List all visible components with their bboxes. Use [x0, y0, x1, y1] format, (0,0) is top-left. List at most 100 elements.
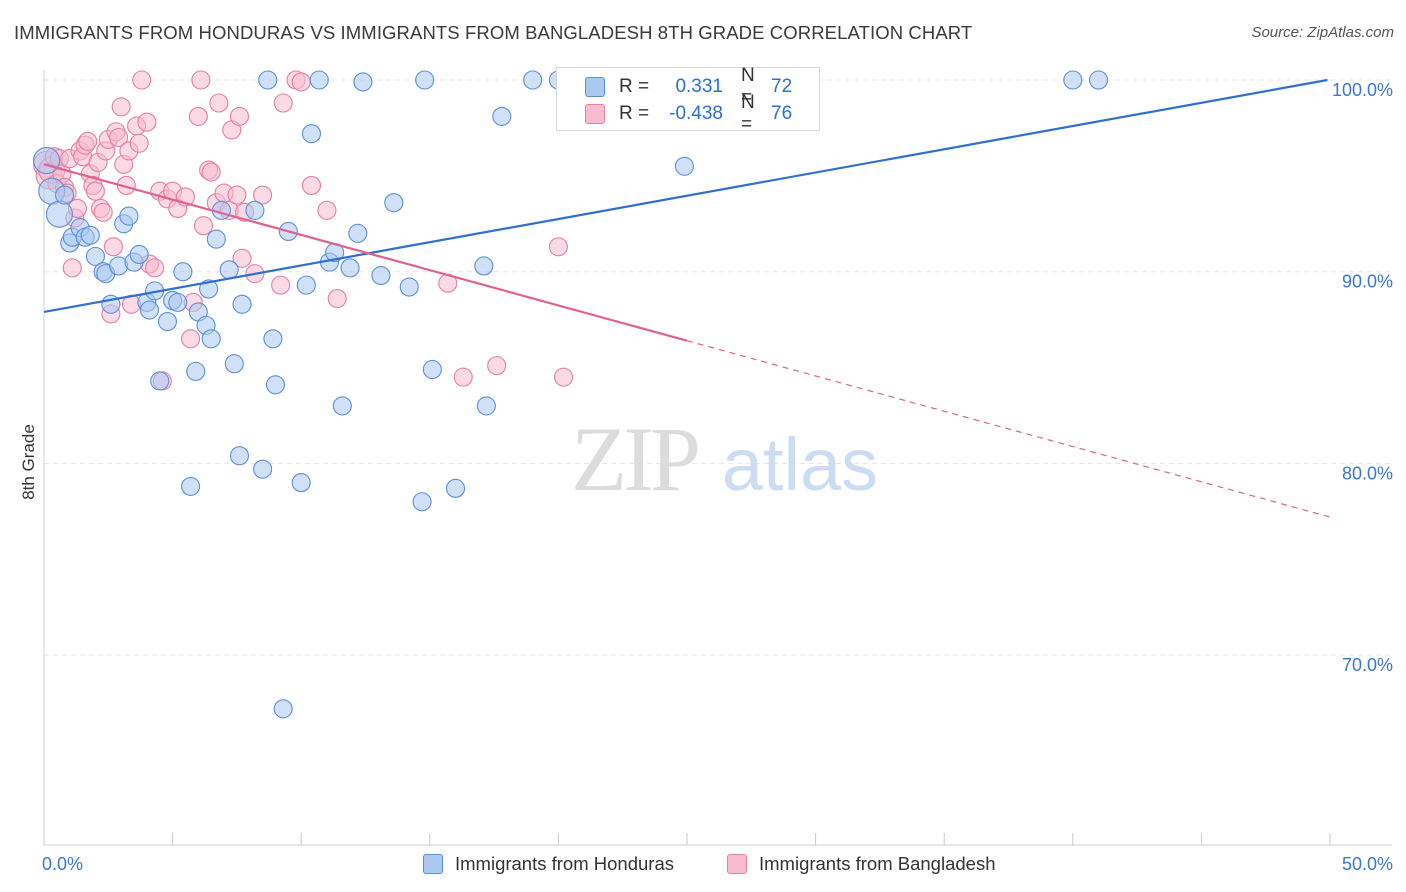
bangladesh-trend-line: [43, 163, 688, 342]
honduras-point: [309, 70, 329, 90]
honduras-point: [340, 258, 360, 278]
y-axis-label: 8th Grade: [19, 424, 38, 500]
honduras-point: [445, 478, 466, 498]
y-tick-label: 100.0%: [1332, 80, 1393, 100]
legend-swatch-bangladesh: [727, 854, 747, 874]
bangladesh-point: [78, 131, 98, 151]
bangladesh-point: [193, 216, 214, 236]
series-honduras-points: [33, 70, 1109, 719]
bangladesh-point: [487, 356, 507, 376]
bangladesh-point: [227, 185, 247, 205]
y-tick-label: 80.0%: [1342, 463, 1393, 483]
bangladesh-point: [188, 106, 208, 126]
bangladesh-point: [273, 93, 293, 113]
legend-item-honduras[interactable]: Immigrants from Honduras: [423, 853, 674, 875]
honduras-point: [474, 256, 494, 276]
honduras-point: [371, 265, 391, 286]
honduras-point: [273, 699, 293, 719]
bangladesh-point: [109, 127, 129, 148]
x-tick-label: 0.0%: [42, 854, 83, 874]
bangladesh-point: [137, 112, 157, 132]
bangladesh-point: [553, 367, 574, 387]
honduras-point: [492, 106, 512, 126]
bangladesh-point: [181, 329, 201, 349]
honduras-point: [186, 361, 206, 381]
honduras-point: [119, 206, 139, 226]
bangladesh-point: [103, 237, 123, 257]
y-tick-label: 90.0%: [1342, 272, 1393, 292]
legend-label-bangladesh: Immigrants from Bangladesh: [759, 853, 996, 874]
honduras-point: [265, 375, 286, 395]
chart-title: IMMIGRANTS FROM HONDURAS VS IMMIGRANTS F…: [14, 22, 973, 43]
honduras-point: [45, 200, 73, 228]
bangladesh-point: [253, 185, 273, 205]
bangladesh-point: [111, 97, 131, 117]
honduras-point: [258, 70, 278, 90]
bangladesh-point: [201, 162, 221, 182]
honduras-point: [263, 329, 283, 349]
watermark: ZIP atlas: [571, 408, 878, 510]
honduras-point: [1063, 70, 1083, 90]
bangladesh-point: [229, 106, 250, 126]
bangladesh-point: [93, 202, 113, 222]
x-tick-label: 50.0%: [1342, 854, 1393, 874]
bangladesh-point: [271, 275, 291, 295]
source-label: Source: ZipAtlas.com: [1251, 24, 1394, 41]
tick-labels: 70.0% 80.0% 90.0% 100.0% 0.0% 50.0%: [42, 80, 1393, 874]
honduras-point: [33, 146, 61, 175]
legend-row-honduras: R = 0.331 N = 72: [585, 65, 793, 108]
honduras-point: [415, 70, 435, 90]
honduras-point: [206, 229, 226, 249]
honduras-point: [219, 260, 239, 280]
honduras-point: [332, 396, 352, 416]
honduras-point: [253, 459, 273, 479]
legend-n-value: 76: [771, 103, 793, 124]
bangladesh-point: [209, 93, 229, 113]
grid-lines: [44, 79, 1392, 656]
honduras-point: [384, 193, 404, 213]
honduras-point: [245, 200, 265, 220]
honduras-point: [399, 277, 419, 297]
legend-r-label: R =: [619, 103, 650, 124]
honduras-point: [353, 72, 373, 92]
honduras-trend-line: [43, 78, 1328, 314]
honduras-point: [157, 311, 178, 332]
bangladesh-point: [327, 288, 347, 309]
legend-r-value: 0.331: [675, 76, 723, 97]
honduras-point: [85, 246, 105, 266]
honduras-point: [201, 329, 221, 349]
honduras-point: [291, 473, 311, 493]
bangladesh-point: [129, 133, 149, 153]
bangladesh-point: [301, 175, 322, 195]
honduras-point: [422, 359, 442, 380]
legend-item-bangladesh[interactable]: Immigrants from Bangladesh: [727, 853, 996, 875]
bangladesh-point: [317, 200, 337, 220]
y-tick-label: 70.0%: [1342, 655, 1393, 675]
trend-lines: [43, 78, 1331, 518]
honduras-point: [139, 300, 160, 320]
legend-n-label: N =: [741, 92, 755, 135]
honduras-point: [476, 396, 496, 416]
honduras-point: [1088, 70, 1109, 90]
honduras-point: [301, 124, 322, 144]
legend-r-value: -0.438: [669, 103, 723, 124]
honduras-point: [55, 185, 75, 205]
honduras-point: [129, 244, 149, 264]
honduras-point: [224, 354, 244, 374]
honduras-point: [168, 292, 188, 312]
honduras-point: [674, 156, 694, 176]
legend-n-label: N =: [741, 65, 755, 108]
honduras-point: [199, 279, 219, 299]
legend-n-value: 72: [771, 76, 793, 97]
bangladesh-trend-extension: [686, 340, 1331, 518]
legend-swatch-honduras: [423, 854, 443, 874]
legend-row-bangladesh: R = -0.438 N = 76: [585, 92, 793, 135]
legend-r-label: R =: [619, 76, 650, 97]
honduras-point: [181, 476, 201, 496]
watermark-atlas: atlas: [722, 423, 878, 506]
honduras-point: [232, 294, 252, 314]
bangladesh-point: [453, 367, 473, 387]
legend-label-honduras: Immigrants from Honduras: [455, 853, 674, 874]
legend-swatch-honduras: [585, 77, 605, 97]
